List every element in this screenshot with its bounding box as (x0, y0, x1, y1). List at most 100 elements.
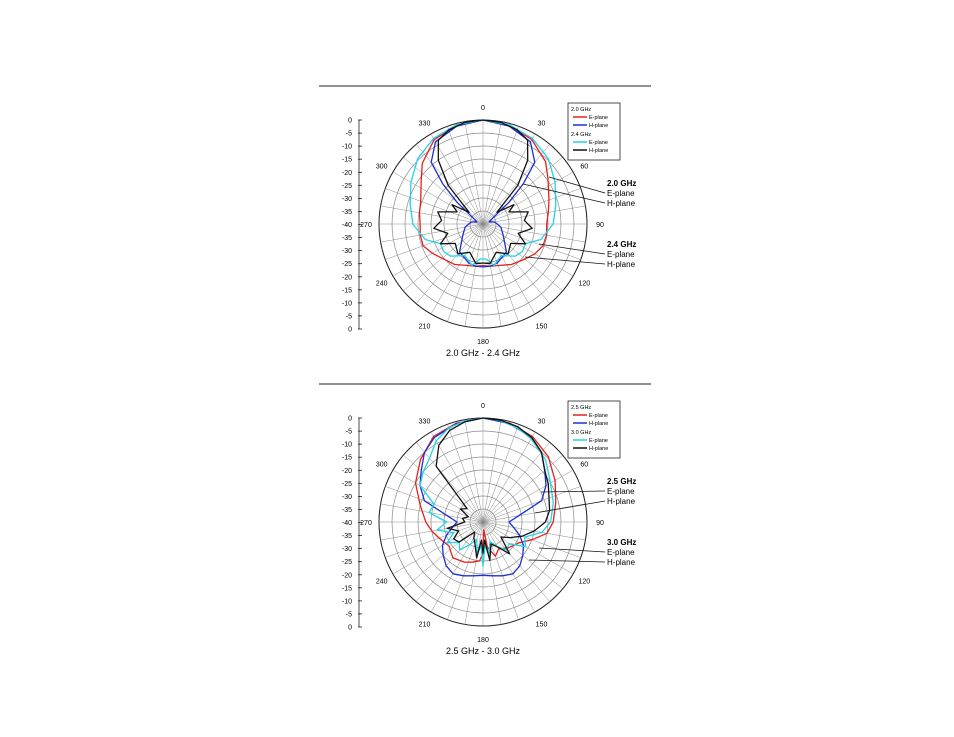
grid-spoke (482, 223, 550, 304)
radial-scale-label: 0 (348, 625, 352, 632)
polar-grid (378, 119, 588, 329)
grid-spoke (392, 171, 484, 225)
legend-group-label: 2.4 GHz (571, 132, 591, 138)
radial-scale-label: -25 (342, 183, 352, 190)
legend-group-label: 2.5 GHz (571, 405, 591, 411)
radial-scale-label: -15 (342, 157, 352, 164)
grid-spoke (482, 521, 519, 620)
angle-tick-label: 120 (578, 579, 590, 586)
angle-tick-label: 30 (538, 419, 546, 426)
series-2-4-e-plane-line (409, 119, 557, 267)
radial-scale-label: -35 (342, 533, 352, 540)
series-2-5-h-plane-line (419, 417, 547, 577)
radial-scale-label: 0 (348, 416, 352, 423)
radial-scale-label: -15 (342, 585, 352, 592)
polar-chart-2-0-to-2-4-ghz: 0 30 60 90 120 150 180 210 240 270 300 330 0 -5 -10 -15… (317, 82, 653, 372)
callout-h-plane: H-plane (607, 497, 636, 506)
grid-spoke (482, 126, 519, 225)
grid-spoke (403, 455, 484, 523)
radial-scale-label: -35 (342, 209, 352, 216)
radial-scale-label: -35 (342, 507, 352, 514)
grid-spoke (464, 223, 484, 327)
radial-scale-label: -25 (342, 261, 352, 268)
radial-scale-label: -15 (342, 455, 352, 462)
grid-spoke (482, 486, 581, 523)
legend-entry-label: E-plane (589, 140, 608, 146)
angle-tick-label: 180 (477, 637, 489, 644)
angle-tick-label: 270 (360, 520, 372, 527)
grid-spoke (482, 205, 586, 225)
grid-spoke (482, 431, 536, 523)
chart-caption: 2.5 GHz - 3.0 GHz (446, 646, 521, 656)
legend-group-label: 3.0 GHz (571, 430, 591, 436)
callout-leader-line (524, 256, 606, 265)
grid-spoke (403, 157, 484, 225)
callout-frequency: 2.5 GHz (607, 477, 636, 486)
grid-spoke (416, 223, 484, 304)
legend-entry-label: E-plane (589, 438, 608, 444)
series-3-0-e-plane-line (419, 417, 554, 567)
grid-spoke (464, 419, 484, 523)
grid-spoke (482, 188, 581, 225)
callout-h-plane: H-plane (607, 558, 636, 567)
callout-leader-line (540, 490, 606, 493)
callout-e-plane: E-plane (607, 250, 635, 259)
radial-scale-label: -40 (342, 222, 352, 229)
grid-spoke (416, 521, 484, 602)
angle-tick-label: 210 (419, 621, 431, 628)
radial-scale-label: -5 (346, 131, 352, 138)
callout-leader-line (538, 547, 606, 553)
angle-tick-label: 180 (477, 339, 489, 346)
series-3-0-h-plane-line (435, 417, 551, 562)
grid-spoke (482, 442, 550, 523)
radial-scale-label: -5 (346, 429, 352, 436)
grid-spoke (392, 521, 484, 575)
legend-entry-label: H-plane (589, 148, 608, 154)
callout-h-plane: H-plane (607, 260, 636, 269)
grid-spoke (403, 223, 484, 291)
radial-scale-label: -30 (342, 546, 352, 553)
callout-e-plane: E-plane (607, 548, 635, 557)
angle-tick-label: 90 (596, 222, 604, 229)
radial-scale-label: -30 (342, 248, 352, 255)
angle-tick-label: 120 (578, 281, 590, 288)
series-2-0-h-plane-line (430, 119, 536, 268)
chart-caption: 2.0 GHz - 2.4 GHz (446, 348, 521, 358)
legend-entry-label: H-plane (589, 123, 608, 129)
radial-scale-label: -5 (346, 313, 352, 320)
grid-spoke (482, 455, 563, 523)
callout-h-plane: H-plane (607, 199, 636, 208)
callout-frequency: 2.0 GHz (607, 179, 636, 188)
angle-tick-label: 300 (376, 462, 388, 469)
radial-scale-label: -25 (342, 481, 352, 488)
legend: 2.0 GHz E-plane H-plane 2.4 GHz E-plane H-pla… (567, 102, 621, 161)
legend: 2.5 GHz E-plane H-plane 3.0 GHz E-plane H-pla… (567, 400, 621, 459)
grid-spoke (464, 521, 484, 625)
grid-spoke (482, 469, 574, 523)
grid-spoke (482, 157, 563, 225)
grid-spoke (380, 205, 484, 225)
angle-tick-label: 330 (419, 419, 431, 426)
radial-scale-label: -25 (342, 559, 352, 566)
radial-scale-label: -10 (342, 300, 352, 307)
radial-scale-label: -30 (342, 196, 352, 203)
radial-scale-label: -40 (342, 520, 352, 527)
angle-tick-label: 210 (419, 323, 431, 330)
grid-spoke (416, 442, 484, 523)
callout-frequency: 2.4 GHz (607, 240, 636, 249)
grid-spoke (482, 121, 502, 225)
angle-tick-label: 150 (536, 323, 548, 330)
grid-spoke (482, 424, 519, 523)
radial-scale-label: -20 (342, 468, 352, 475)
radial-scale-label: -20 (342, 274, 352, 281)
grid-spoke (385, 521, 484, 558)
angle-tick-label: 0 (481, 403, 485, 410)
callout-leader-line (522, 183, 606, 204)
angle-tick-label: 150 (536, 621, 548, 628)
radial-scale-label: -20 (342, 572, 352, 579)
grid-spoke (392, 223, 484, 277)
grid-spoke (482, 223, 574, 277)
grid-spoke (447, 521, 484, 620)
radial-scale-label: 0 (348, 118, 352, 125)
angle-tick-label: 30 (538, 121, 546, 128)
